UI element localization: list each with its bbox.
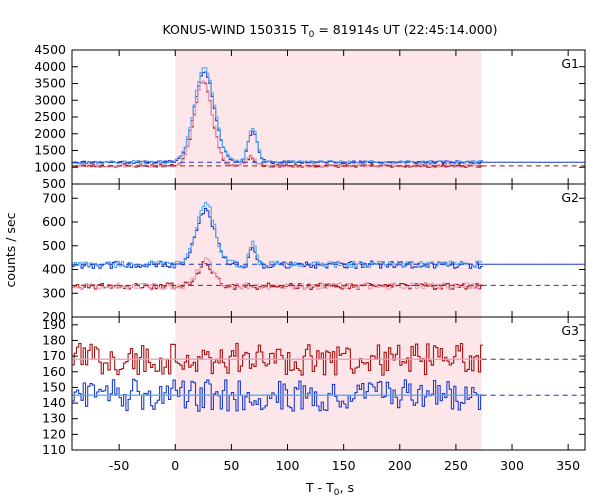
y-tick-label: 120 [42, 426, 66, 441]
x-tick-label: 50 [223, 458, 239, 473]
y-tick-label: 1000 [34, 159, 66, 174]
x-tick-label: 0 [171, 458, 179, 473]
shaded-interval [175, 50, 482, 184]
x-tick-label: 100 [276, 458, 300, 473]
y-tick-label: 150 [42, 379, 66, 394]
y-tick-label: 180 [42, 332, 66, 347]
y-tick-label: 4500 [34, 42, 66, 57]
y-tick-label: 2500 [34, 109, 66, 124]
x-axis-label: T - T0, s [305, 480, 354, 498]
x-tick-label: 250 [444, 458, 468, 473]
y-tick-label: 170 [42, 348, 66, 363]
y-tick-label: 140 [42, 395, 66, 410]
x-tick-label: 150 [332, 458, 356, 473]
red-series [72, 342, 483, 376]
light-series [72, 201, 483, 269]
y-tick-label: 3000 [34, 92, 66, 107]
panel-g2: 200 300 400 500 600 700 G2 [42, 183, 586, 324]
shaded-interval [175, 317, 482, 450]
panel-label: G1 [561, 56, 579, 71]
y-tick-label: 500 [42, 238, 66, 253]
y-tick-label: 600 [42, 214, 66, 229]
y-tick-label: 130 [42, 411, 66, 426]
y-tick-label: 110 [42, 442, 66, 457]
y-tick-label: 500 [42, 176, 66, 191]
y-tick-label: 200 [42, 309, 66, 324]
y-tick-label: 2000 [34, 126, 66, 141]
panels-group: 50010001500200025003000350040004500G1200… [34, 42, 586, 473]
y-tick-label: 400 [42, 262, 66, 277]
y-tick-label: 190 [42, 317, 66, 332]
y-tick-label: 700 [42, 190, 66, 205]
y-tick-label: 3500 [34, 76, 66, 91]
x-tick-label: 200 [388, 458, 412, 473]
shaded-interval [175, 184, 482, 317]
chart-title: KONUS-WIND 150315 T0 = 81914s UT (22:45:… [162, 22, 497, 40]
pink-series [72, 257, 483, 290]
y-tick-label: 1500 [34, 143, 66, 158]
x-tick-label: 300 [500, 458, 524, 473]
x-tick-label: 350 [556, 458, 580, 473]
pink-series [72, 80, 483, 168]
x-tick-label: -50 [109, 458, 129, 473]
y-tick-label: 160 [42, 364, 66, 379]
panel-label: G3 [561, 323, 579, 338]
panel-frame [71, 316, 586, 451]
y-tick-label: 300 [42, 285, 66, 300]
y-axis-label: counts / sec [3, 212, 18, 287]
y-tick-label: 4000 [34, 59, 66, 74]
panel-label: G2 [561, 190, 579, 205]
